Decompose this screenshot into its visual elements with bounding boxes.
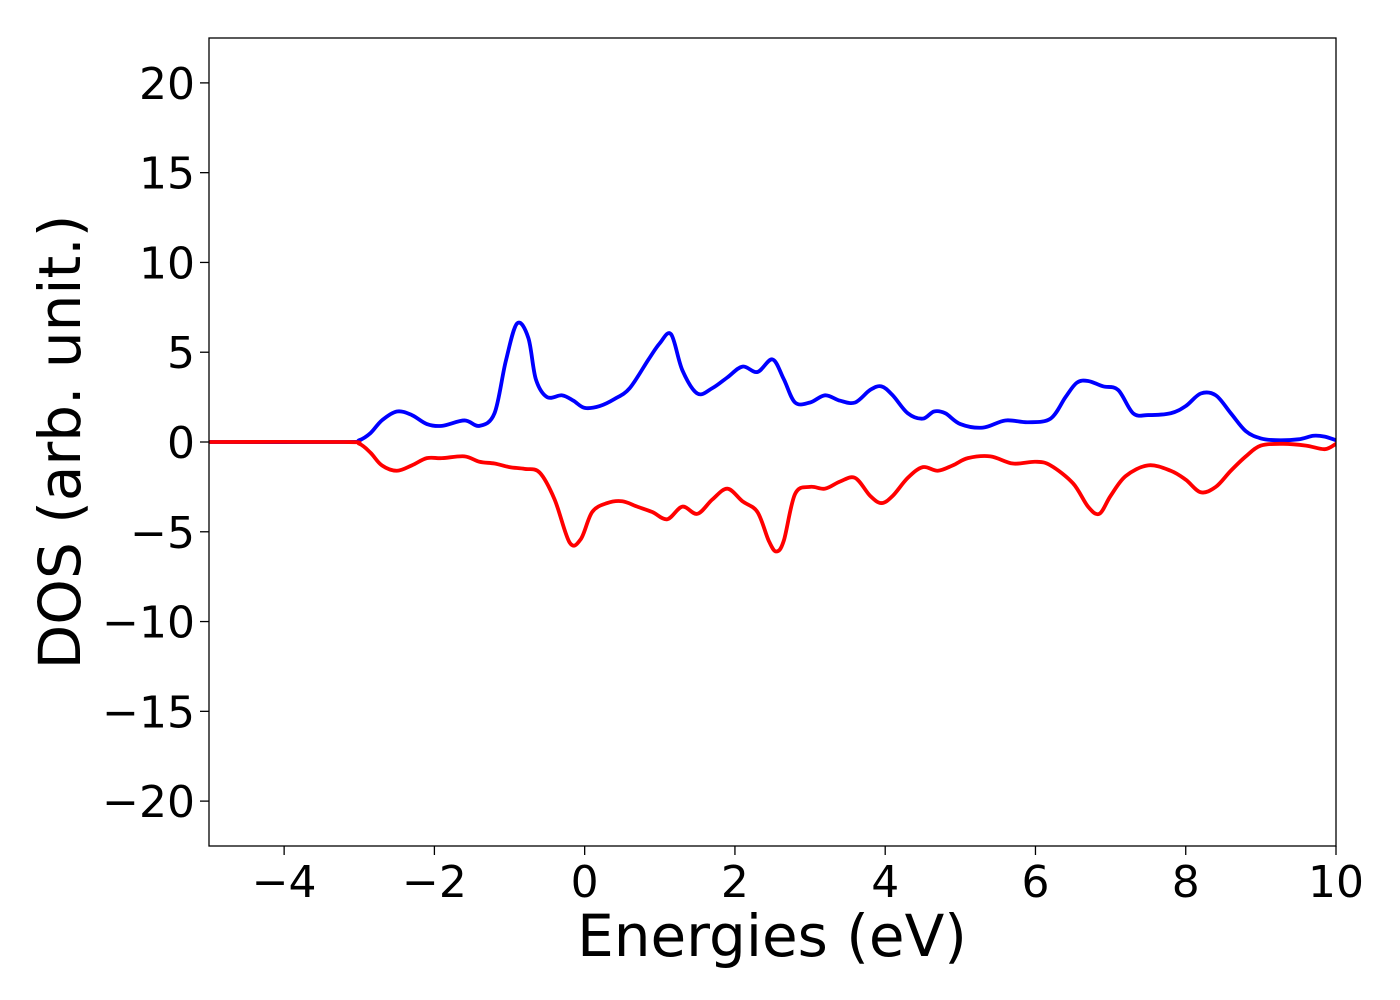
series-line-blue [209,320,1336,445]
x-axis-label: Energies (eV) [577,902,967,970]
y-tick-label: −10 [102,598,195,649]
y-tick-label: 0 [167,418,195,469]
x-tick-label: 6 [1021,857,1049,908]
x-tick-label: 2 [721,857,749,908]
x-tick-label: −2 [402,857,467,908]
x-tick-label: 8 [1172,857,1200,908]
y-tick-label: −20 [102,777,195,828]
y-axis: −20 −15 −10 −5 0 5 10 15 20 [102,59,209,828]
plot-frame [208,37,1337,847]
series-line-red [209,439,1336,554]
y-tick-label: 10 [139,238,195,289]
y-tick-label: −15 [102,687,195,738]
x-tick-label: 0 [571,857,599,908]
y-tick-label: 5 [167,328,195,379]
x-tick-label: 4 [871,857,899,908]
y-tick-label: 15 [139,149,195,200]
y-tick-label: −5 [130,508,195,559]
y-tick-label: 20 [139,59,195,110]
x-axis: −4 −2 0 2 4 6 8 10 [252,846,1364,908]
x-tick-label: 10 [1308,857,1364,908]
series-layer [209,320,1336,554]
y-axis-label: DOS (arb. unit.) [26,215,94,670]
x-tick-label: −4 [252,857,317,908]
